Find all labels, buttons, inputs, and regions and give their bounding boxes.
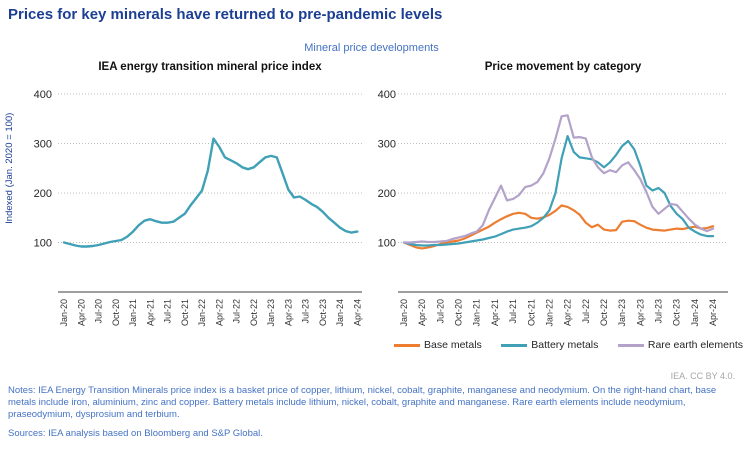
x-tick-label: Apr-22 <box>563 299 573 326</box>
legend-item-base-metals: Base metals <box>394 339 482 351</box>
x-tick-label: Apr-21 <box>145 299 155 326</box>
y-tick-label: 200 <box>378 188 396 200</box>
x-tick-label: Apr-23 <box>283 299 293 326</box>
legend-label: Battery metals <box>531 339 599 351</box>
rare-earth-line-swatch-icon <box>617 343 644 347</box>
x-tick-label: Apr-22 <box>214 299 224 326</box>
figure-notes: Notes: IEA Energy Transition Minerals pr… <box>8 385 717 421</box>
base-metals-line-swatch-icon <box>394 343 420 347</box>
right-chart-title: Price movement by category <box>484 61 642 73</box>
license-attribution: IEA. CC BY 4.0. <box>670 371 735 381</box>
x-tick-label: Jul-20 <box>94 299 104 324</box>
x-tick-label: Oct-21 <box>180 299 190 326</box>
legend-label: Base metals <box>424 339 482 351</box>
x-tick-label: Jan-21 <box>128 299 138 327</box>
x-tick-label: Apr-24 <box>708 299 718 326</box>
x-tick-label: Jan-23 <box>617 299 627 327</box>
y-tick-label: 300 <box>378 139 396 151</box>
y-tick-label: 100 <box>34 238 52 250</box>
legend-label: Rare earth elements <box>647 339 743 351</box>
y-tick-label: 100 <box>378 238 396 250</box>
x-tick-label: Apr-21 <box>490 299 500 326</box>
left-chart-title: IEA energy transition mineral price inde… <box>98 61 322 73</box>
y-tick-label: 200 <box>34 188 52 200</box>
x-tick-label: Oct-22 <box>249 299 259 326</box>
x-tick-label: Oct-21 <box>526 299 536 326</box>
figure-sources: Sources: IEA analysis based on Bloomberg… <box>8 428 263 439</box>
series-line-base-metals <box>402 204 715 250</box>
x-tick-label: Jul-22 <box>581 299 591 324</box>
y-tick-label: 300 <box>34 139 52 151</box>
x-tick-label: Jul-22 <box>232 299 242 324</box>
index-line-chart: 100 200 300 400 Jan-20 Apr-20 Jul-20 Oct-20 Jan-… <box>4 89 362 327</box>
x-tick-label: Jan-22 <box>544 299 554 327</box>
x-tick-label: Jul-23 <box>654 299 664 324</box>
chart-legend: Base metals Battery metals Rare earth el… <box>394 339 743 351</box>
page-title: Prices for key minerals have returned to… <box>8 6 443 23</box>
x-tick-label: Jul-21 <box>163 299 173 324</box>
battery-metals-line-swatch-icon <box>501 343 528 347</box>
x-tick-label: Oct-23 <box>318 299 328 326</box>
x-tick-label: Oct-23 <box>672 299 682 326</box>
category-line-chart: 100 200 300 400 Jan-20 Apr-20 Jul-20 Oct-20 Jan-… <box>378 89 728 327</box>
x-tick-label: Jan-20 <box>59 299 69 327</box>
legend-item-battery-metals: Battery metals <box>501 339 598 351</box>
x-tick-label: Apr-20 <box>76 299 86 326</box>
x-tick-label: Oct-20 <box>111 299 121 326</box>
legend-item-rare-earth: Rare earth elements <box>617 339 743 351</box>
x-tick-label: Apr-20 <box>417 299 427 326</box>
x-tick-label: Jul-23 <box>301 299 311 324</box>
x-tick-label: Apr-24 <box>352 299 362 326</box>
y-tick-label: 400 <box>34 89 52 101</box>
y-axis-label: Indexed (Jan. 2020 = 100) <box>4 113 15 224</box>
x-tick-label: Jan-23 <box>266 299 276 327</box>
series-line-battery-metals <box>402 134 715 247</box>
x-tick-label: Jan-20 <box>399 299 409 327</box>
series-line-rare-earth-elements <box>402 114 715 244</box>
y-tick-label: 400 <box>378 89 396 101</box>
x-tick-label: Oct-20 <box>454 299 464 326</box>
x-tick-label: Oct-22 <box>599 299 609 326</box>
x-tick-label: Jan-24 <box>690 299 700 327</box>
x-tick-label: Jan-21 <box>472 299 482 327</box>
x-tick-label: Jan-22 <box>197 299 207 327</box>
x-tick-label: Jan-24 <box>335 299 345 327</box>
x-tick-label: Jul-20 <box>435 299 445 324</box>
figure-subtitle: Mineral price developments <box>304 42 439 54</box>
x-tick-label: Apr-23 <box>635 299 645 326</box>
series-line-iea-energy-transition-mineral-price-index <box>62 137 359 248</box>
x-tick-label: Jul-21 <box>508 299 518 324</box>
